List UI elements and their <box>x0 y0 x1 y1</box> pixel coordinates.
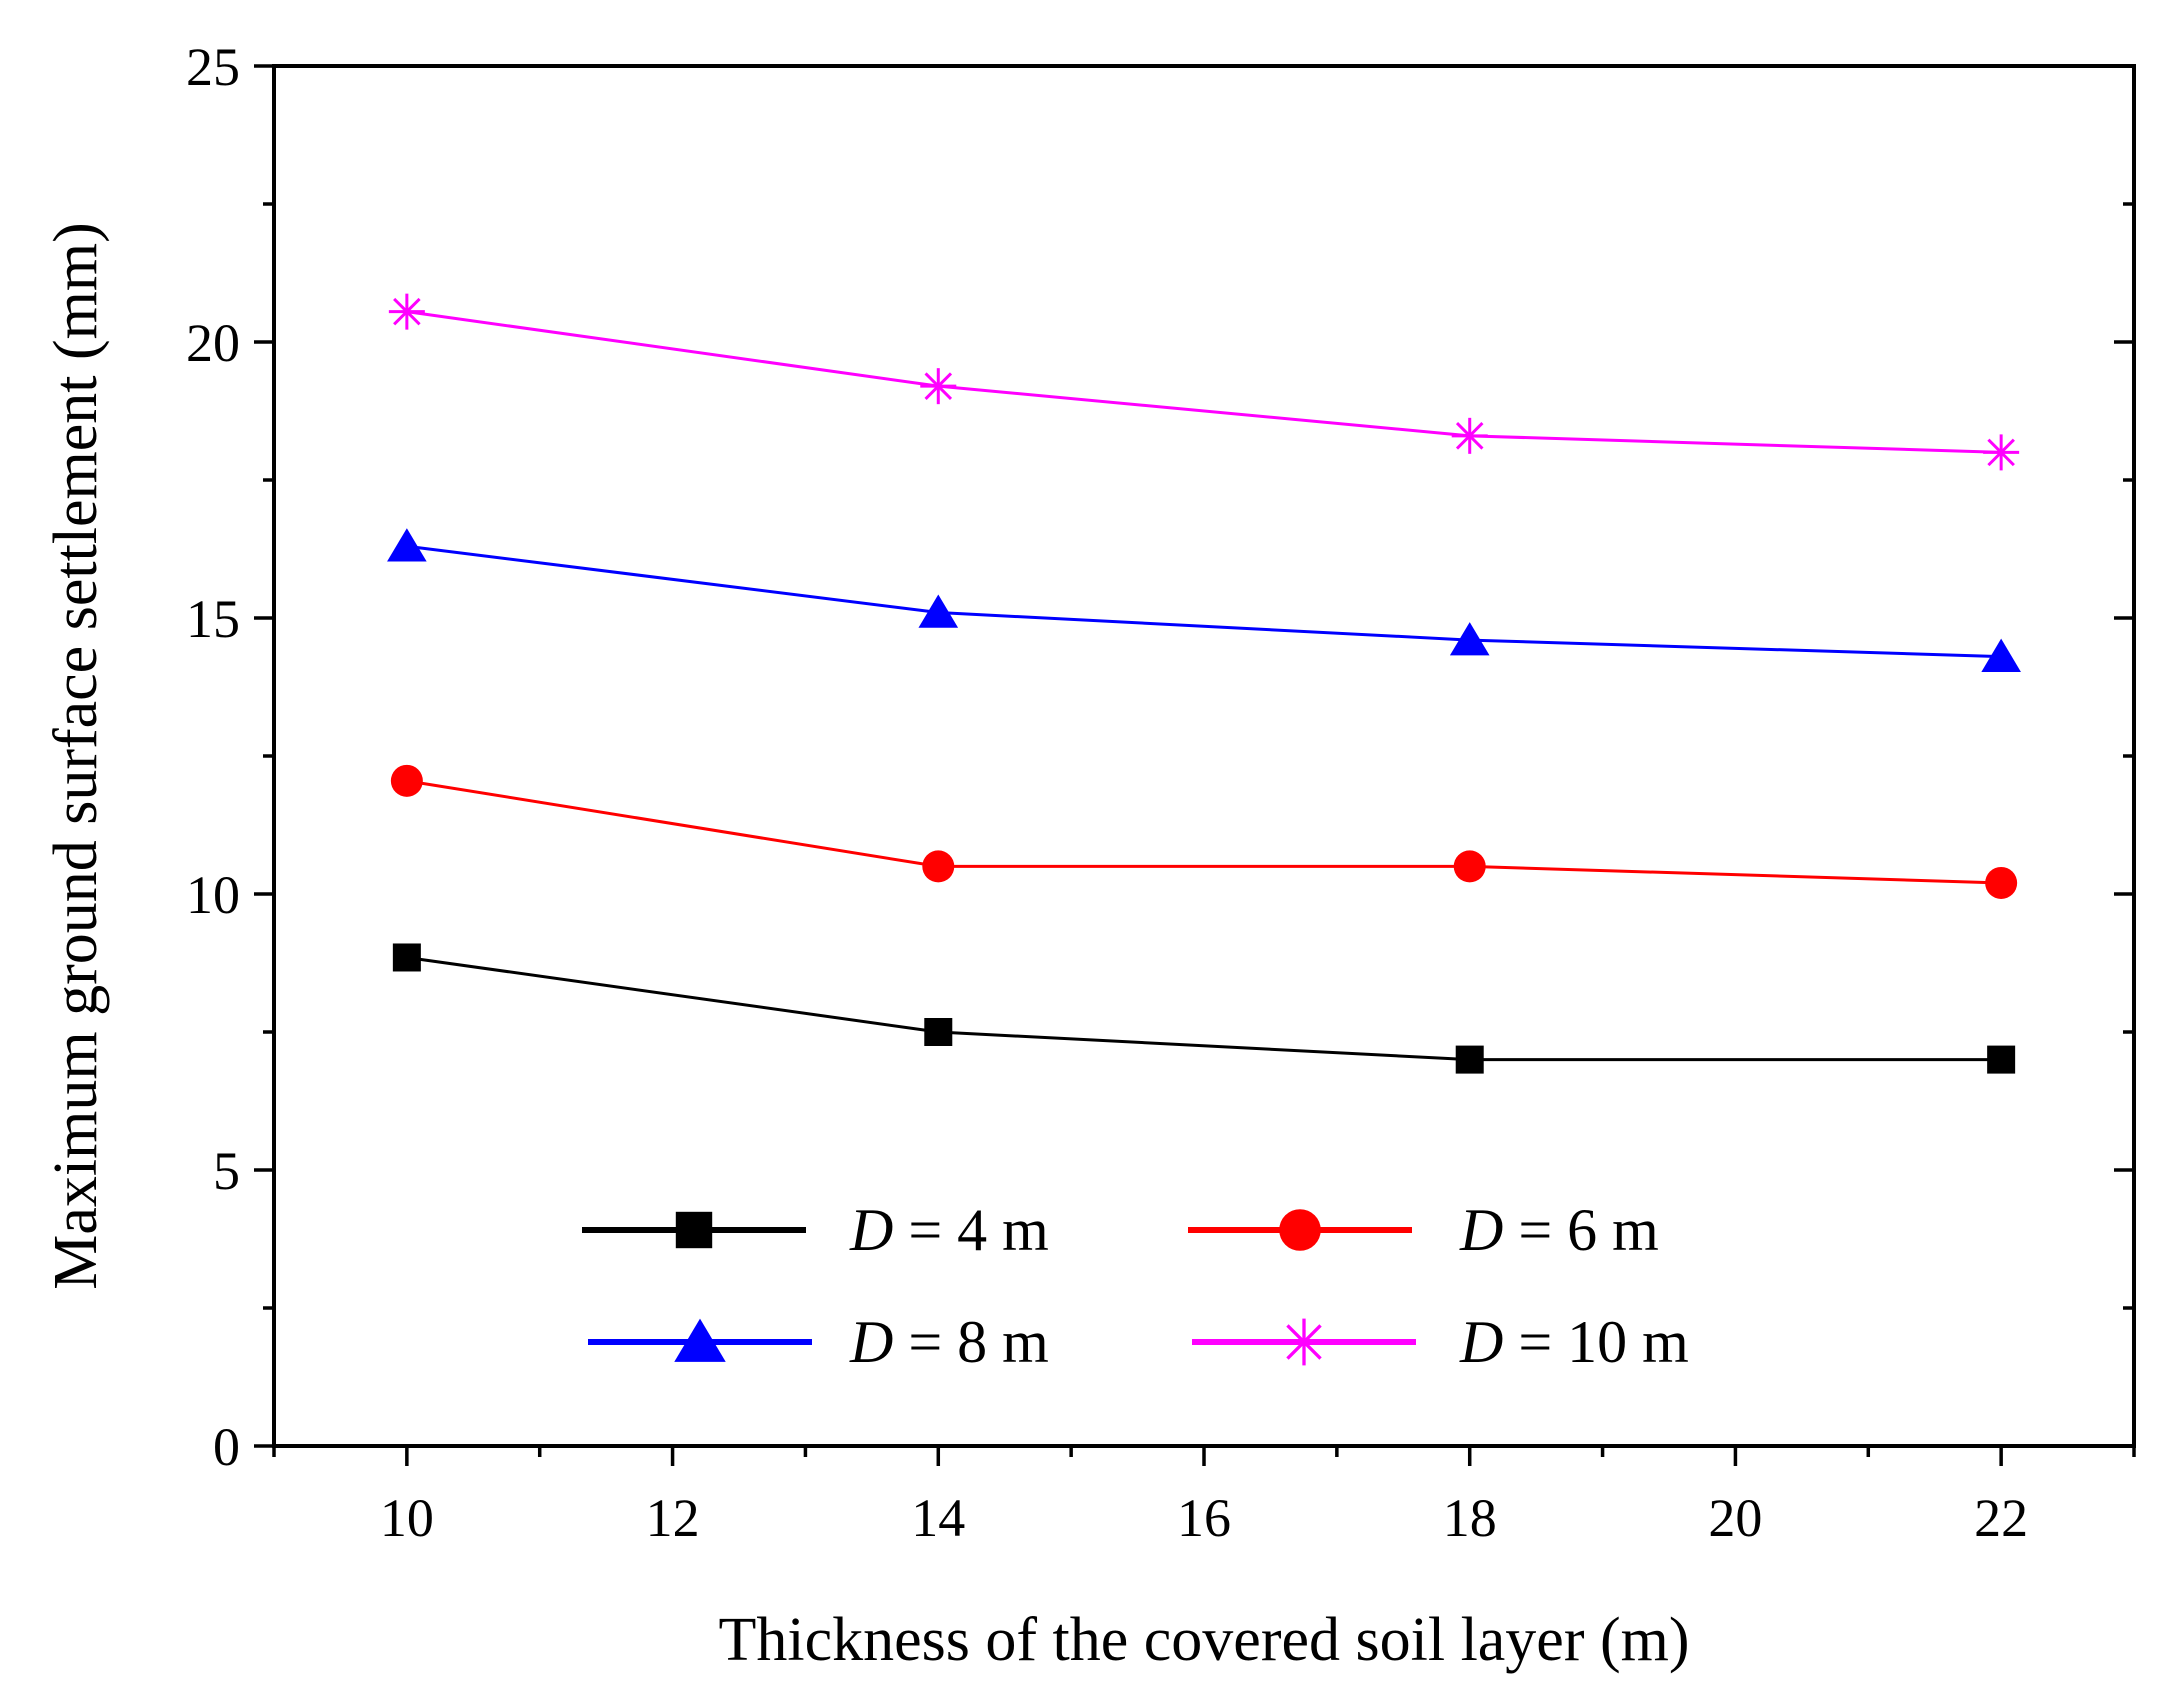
data-point <box>918 594 959 628</box>
x-tick-label: 20 <box>1708 1488 1762 1548</box>
legend-label: D = 4 m <box>849 1197 1049 1263</box>
series-layer <box>387 293 2021 1074</box>
legend-marker <box>1279 1209 1321 1251</box>
legend-value: = 4 m <box>893 1197 1049 1263</box>
data-point <box>1455 1045 1484 1074</box>
legend-label: D = 10 m <box>1459 1309 1689 1375</box>
data-point <box>1453 850 1486 883</box>
x-tick-label: 16 <box>1177 1488 1231 1548</box>
legend-label: D = 6 m <box>1459 1197 1659 1263</box>
x-tick-label: 22 <box>1974 1488 2028 1548</box>
series-line <box>406 779 2002 885</box>
data-point <box>1981 638 2021 672</box>
data-point <box>1983 434 2020 471</box>
data-point <box>1987 1045 2016 1074</box>
y-tick-label: 20 <box>186 313 240 373</box>
data-point <box>1449 622 1490 656</box>
axis-ticks: 10 12 14 16 18 20 22 0 5 10 15 20 25 <box>186 37 2136 1548</box>
x-tick-label: 10 <box>380 1488 434 1548</box>
data-point <box>924 1018 953 1046</box>
series-circle <box>390 764 2018 899</box>
legend-label: D = 8 m <box>849 1309 1049 1375</box>
y-tick-label: 10 <box>186 865 240 925</box>
series-line <box>406 955 2002 1062</box>
series-triangle <box>387 528 2021 672</box>
x-tick-label: 12 <box>646 1488 700 1548</box>
data-point <box>1451 417 1488 454</box>
series-line <box>406 544 2002 659</box>
y-tick-label: 25 <box>186 37 240 97</box>
legend-variable: D <box>849 1197 893 1263</box>
series-line <box>406 310 2002 454</box>
legend-value: = 10 m <box>1503 1309 1689 1375</box>
series-square <box>392 943 2016 1074</box>
legend-item: D = 4 m <box>582 1197 1049 1263</box>
y-axis-title: Maximum ground surface settlement (mm) <box>42 222 110 1290</box>
legend-variable: D <box>849 1309 893 1375</box>
legend-item: D = 6 m <box>1188 1197 1659 1263</box>
legend-value: = 6 m <box>1503 1197 1659 1263</box>
legend-variable: D <box>1459 1309 1503 1375</box>
x-tick-label: 18 <box>1443 1488 1497 1548</box>
y-tick-label: 0 <box>213 1417 240 1477</box>
legend-value: = 8 m <box>893 1309 1049 1375</box>
legend-marker <box>674 1318 726 1362</box>
data-point <box>387 528 427 562</box>
y-tick-label: 15 <box>186 589 240 649</box>
data-point <box>920 368 957 405</box>
data-point <box>1985 866 2018 899</box>
x-tick-label: 14 <box>911 1488 965 1548</box>
legend-item: D = 8 m <box>588 1309 1049 1375</box>
legend-item: D = 10 m <box>1192 1309 1689 1375</box>
data-point <box>392 943 421 972</box>
x-axis-title: Thickness of the covered soil layer (m) <box>719 1606 1690 1674</box>
y-tick-label: 5 <box>213 1141 240 1201</box>
data-point <box>390 764 423 797</box>
legend-marker <box>675 1211 713 1249</box>
data-point <box>922 850 955 883</box>
data-point <box>388 293 425 330</box>
legend-marker <box>1280 1318 1328 1366</box>
series-star <box>388 293 2020 471</box>
legend-variable: D <box>1459 1197 1503 1263</box>
